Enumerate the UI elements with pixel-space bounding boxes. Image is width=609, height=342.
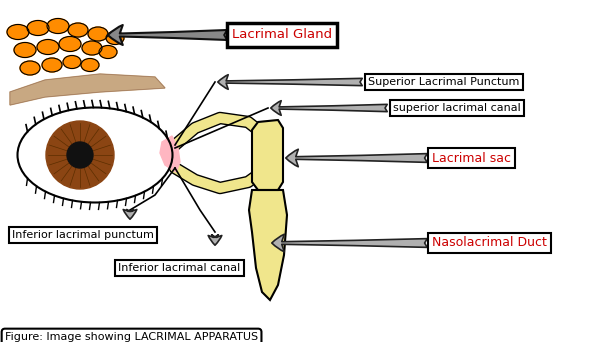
- Ellipse shape: [82, 41, 102, 55]
- Ellipse shape: [20, 61, 40, 75]
- Polygon shape: [160, 136, 180, 172]
- Polygon shape: [249, 190, 287, 300]
- Ellipse shape: [81, 58, 99, 71]
- Text: superior lacrimal canal: superior lacrimal canal: [393, 103, 521, 113]
- Text: Figure: Image showing LACRIMAL APPARATUS: Figure: Image showing LACRIMAL APPARATUS: [5, 332, 258, 342]
- Ellipse shape: [99, 45, 117, 58]
- Text: Inferior lacrimal canal: Inferior lacrimal canal: [118, 263, 240, 273]
- Ellipse shape: [59, 37, 81, 52]
- Ellipse shape: [18, 107, 172, 202]
- Text: Lacrimal sac: Lacrimal sac: [432, 152, 511, 165]
- Polygon shape: [10, 74, 165, 105]
- Ellipse shape: [42, 58, 62, 72]
- Ellipse shape: [68, 23, 88, 37]
- Text: Superior Lacrimal Punctum: Superior Lacrimal Punctum: [368, 77, 519, 87]
- Polygon shape: [252, 120, 283, 190]
- Text: Lacrimal Gland: Lacrimal Gland: [232, 28, 332, 41]
- Ellipse shape: [14, 42, 36, 57]
- Text: Nasolacrimal Duct: Nasolacrimal Duct: [432, 237, 547, 250]
- Ellipse shape: [37, 39, 59, 54]
- Text: Inferior lacrimal punctum: Inferior lacrimal punctum: [12, 230, 154, 240]
- Ellipse shape: [63, 55, 81, 68]
- Circle shape: [67, 142, 93, 168]
- Ellipse shape: [47, 18, 69, 34]
- Circle shape: [46, 121, 114, 189]
- Ellipse shape: [7, 25, 29, 39]
- Ellipse shape: [88, 27, 108, 41]
- Ellipse shape: [106, 31, 124, 44]
- Ellipse shape: [27, 21, 49, 36]
